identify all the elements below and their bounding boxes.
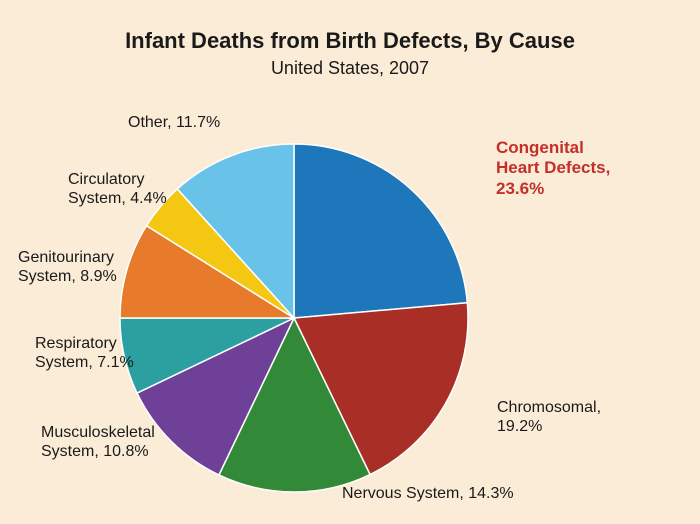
pie-label-circulatory-system: Circulatory System, 4.4% bbox=[68, 170, 167, 208]
pie-slice-congenital-heart-defects bbox=[294, 144, 467, 318]
pie-label-nervous-system: Nervous System, 14.3% bbox=[342, 484, 514, 503]
pie-label-musculoskeletal-system: Musculoskeletal System, 10.8% bbox=[41, 423, 155, 461]
pie-label-genitourinary-system: Genitourinary System, 8.9% bbox=[18, 248, 117, 286]
pie-label-other: Other, 11.7% bbox=[128, 113, 220, 132]
pie-label-congenital-heart-defects: Congenital Heart Defects, 23.6% bbox=[496, 138, 610, 199]
pie-label-respiratory-system: Respiratory System, 7.1% bbox=[35, 334, 134, 372]
pie-label-chromosomal: Chromosomal, 19.2% bbox=[497, 398, 601, 436]
